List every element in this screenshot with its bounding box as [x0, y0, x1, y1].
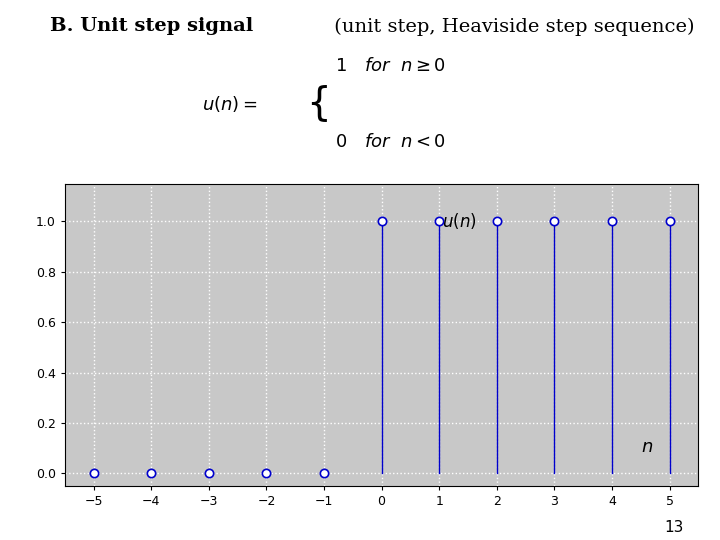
- Text: $n$: $n$: [642, 438, 654, 456]
- Text: $0$: $0$: [335, 133, 347, 151]
- Text: $u(n) =$: $u(n) =$: [202, 93, 257, 114]
- Text: B. Unit step signal: B. Unit step signal: [50, 17, 253, 35]
- Text: $\{$: $\{$: [306, 83, 328, 124]
- Text: $u(n)$: $u(n)$: [442, 211, 477, 231]
- Text: $1$: $1$: [335, 57, 346, 75]
- Text: $\mathit{for}\ \ n \geq 0$: $\mathit{for}\ \ n \geq 0$: [364, 57, 446, 75]
- Text: 13: 13: [665, 519, 684, 535]
- Text: $\mathit{for}\ \ n < 0$: $\mathit{for}\ \ n < 0$: [364, 133, 446, 151]
- Text: (unit step, Heaviside step sequence): (unit step, Heaviside step sequence): [328, 17, 694, 36]
